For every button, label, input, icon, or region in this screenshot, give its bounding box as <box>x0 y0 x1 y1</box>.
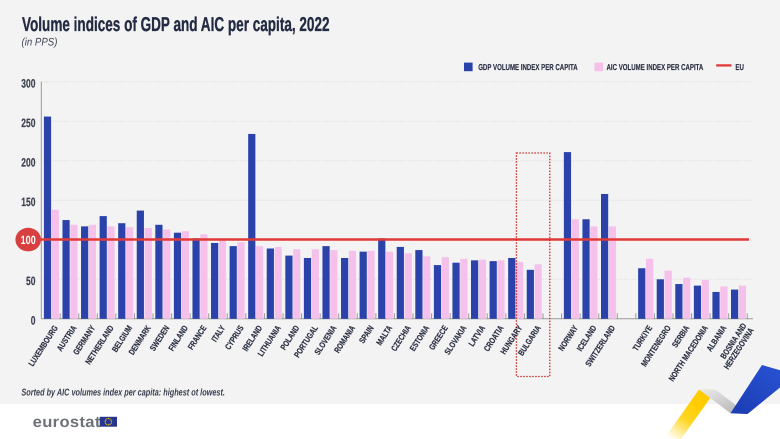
svg-text:Sorted by AIC volumes index pe: Sorted by AIC volumes index per capita: … <box>21 387 225 398</box>
svg-text:200: 200 <box>21 155 35 169</box>
svg-text:150: 150 <box>21 195 35 209</box>
svg-text:EU: EU <box>735 62 743 72</box>
svg-text:AIC VOLUME INDEX PER CAPITA: AIC VOLUME INDEX PER CAPITA <box>607 62 704 72</box>
svg-text:eurostat: eurostat <box>33 414 101 431</box>
svg-text:300: 300 <box>21 76 35 90</box>
svg-text:Volume indices of GDP and AIC: Volume indices of GDP and AIC per capita… <box>22 14 330 36</box>
svg-text:50: 50 <box>26 274 36 288</box>
svg-text:GDP VOLUME INDEX PER CAPITA: GDP VOLUME INDEX PER CAPITA <box>478 62 577 72</box>
svg-text:100: 100 <box>21 233 36 247</box>
svg-text:(in PPS): (in PPS) <box>22 36 58 48</box>
svg-text:250: 250 <box>21 116 35 130</box>
svg-text:0: 0 <box>31 313 36 327</box>
